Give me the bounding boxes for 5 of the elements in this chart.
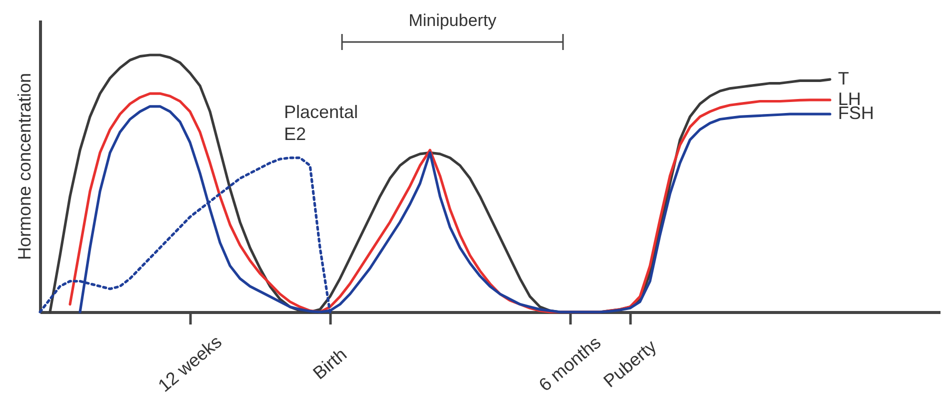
y-axis-title: Hormone concentration <box>14 72 34 260</box>
series-label: T <box>838 68 849 88</box>
x-tick-label: Birth <box>309 344 350 384</box>
text: Minipuberty <box>408 11 497 30</box>
series-label: Placental E2 <box>284 102 358 144</box>
